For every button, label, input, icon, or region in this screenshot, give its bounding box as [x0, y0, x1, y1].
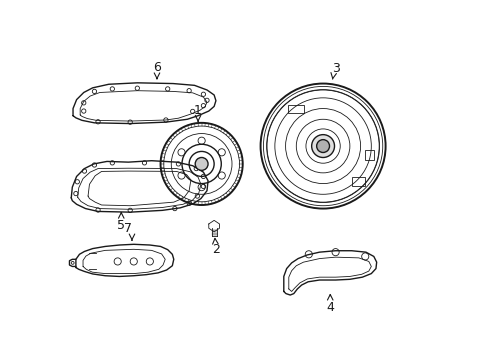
Text: 1: 1 [194, 104, 202, 117]
Text: 3: 3 [331, 62, 339, 75]
Text: 7: 7 [124, 222, 132, 235]
Text: 4: 4 [325, 301, 333, 314]
Circle shape [195, 157, 207, 170]
Text: 6: 6 [153, 61, 161, 74]
Text: 2: 2 [212, 243, 220, 256]
Circle shape [311, 135, 334, 157]
Circle shape [316, 140, 329, 153]
Text: 5: 5 [117, 219, 125, 232]
